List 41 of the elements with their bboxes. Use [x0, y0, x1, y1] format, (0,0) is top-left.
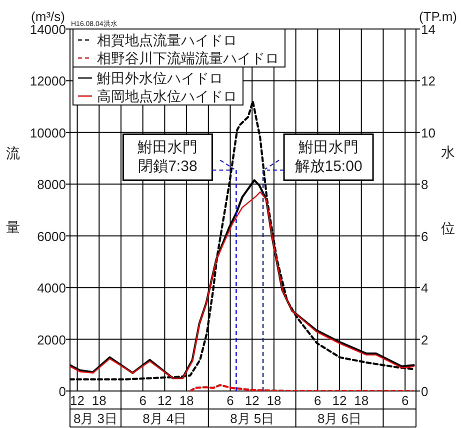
y-tick-label: 4000: [37, 280, 66, 296]
text: 8月 6日: [317, 411, 362, 426]
x-tick-label: 6: [314, 393, 322, 408]
y-tick-label: 8000: [37, 177, 66, 192]
text: (TP.m): [418, 9, 458, 24]
y-tick-label: 6000: [37, 228, 66, 244]
legend-label: 相賀地点流量ハイドロ: [97, 32, 237, 48]
y2-tick-label: 10: [421, 125, 436, 140]
y2-axis-title: 水位: [440, 134, 456, 286]
x-tick-label: 6: [401, 393, 409, 408]
legend-label: 相野谷川下流端流量ハイドロ: [97, 50, 279, 66]
legend-label: 鮒田外水位ハイドロ: [97, 70, 223, 86]
x-tick-label: 12: [70, 393, 85, 408]
x-tick-label: 18: [179, 393, 194, 408]
y2-tick-label: 2: [421, 332, 428, 348]
y-tick-label: 12000: [30, 74, 66, 89]
y-axis-title: 流量: [5, 134, 22, 286]
y-tick-label: 2000: [37, 332, 66, 348]
text: (m³/s): [31, 9, 65, 24]
x-tick-label: 6: [139, 393, 146, 408]
ref-line-label: 鮒田水門閉鎖7:38: [138, 139, 198, 176]
y2-tick-label: 8: [421, 177, 428, 192]
y2-tick-label: 4: [421, 280, 428, 296]
x-tick-label: 18: [354, 393, 369, 408]
y-tick-label: 10000: [30, 125, 66, 140]
y2-tick-label: 6: [421, 228, 428, 244]
legend-label: 高岡地点水位ハイドロ: [97, 88, 237, 104]
y2-tick-label: 12: [421, 74, 436, 89]
y2-tick-label: 14: [421, 22, 436, 37]
x-tick-label: 18: [92, 393, 106, 408]
x-tick-label: 6: [226, 393, 234, 408]
x-tick-label: 18: [266, 393, 282, 408]
text: 8月 4日: [142, 411, 187, 426]
text: 8月 3日: [73, 411, 118, 426]
text: 8月 5日: [230, 411, 274, 426]
legend-label: 鮒田水門解放15:00: [294, 139, 362, 176]
y-tick-label: 0: [58, 384, 66, 399]
x-tick-label: 12: [332, 393, 347, 408]
y2-tick-label: 0: [421, 384, 428, 399]
x-tick-label: 12: [244, 393, 260, 408]
x-tick-label: 12: [157, 393, 172, 408]
